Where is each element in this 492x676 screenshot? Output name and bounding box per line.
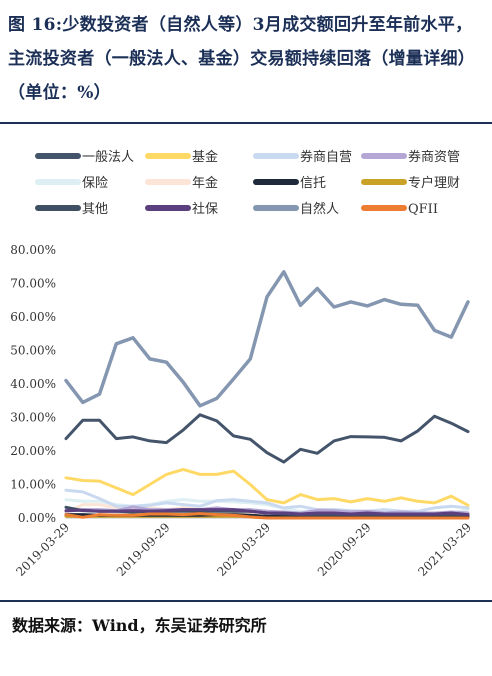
x-tick-label-0: 2019-03-29 <box>13 520 72 579</box>
legend-label-11: QFII <box>408 202 438 217</box>
legend-label-9: 社保 <box>192 201 218 217</box>
y-tick-label-8: 80.00% <box>10 243 56 257</box>
series-line-10 <box>64 270 470 408</box>
data-source: 数据来源：Wind，东吴证券研究所 <box>12 616 267 635</box>
x-tick-label-2: 2020-03-29 <box>214 520 273 579</box>
x-tick-label-4: 2021-03-29 <box>415 520 474 579</box>
legend-label-10: 自然人 <box>300 201 339 217</box>
y-tick-label-5: 50.00% <box>10 344 56 358</box>
title-rule <box>0 122 492 124</box>
y-tick-label-1: 10.00% <box>10 478 56 492</box>
y-tick-label-3: 30.00% <box>10 411 56 425</box>
legend-label-1: 基金 <box>192 149 218 165</box>
series-line-1 <box>64 467 470 507</box>
series-line-3 <box>64 505 470 515</box>
legend-label-2: 券商自营 <box>300 149 352 165</box>
legend-label-7: 专户理财 <box>408 175 460 191</box>
y-tick-label-2: 20.00% <box>10 444 56 458</box>
legend-label-3: 券商资管 <box>408 149 460 165</box>
legend-label-6: 信托 <box>300 176 326 191</box>
y-tick-label-7: 70.00% <box>10 277 56 291</box>
figure-title: 图 16:少数投资者（自然人等）3月成交额回升至年前水平，主流投资者（一般法人、… <box>8 15 476 103</box>
series-line-9 <box>64 508 470 517</box>
x-tick-label-1: 2019-09-29 <box>114 520 173 579</box>
legend-label-0: 一般法人 <box>82 149 134 165</box>
series-line-0 <box>64 413 470 464</box>
y-tick-label-0: 0.00% <box>18 511 56 525</box>
legend-label-5: 年金 <box>192 175 218 191</box>
source-rule <box>0 600 492 602</box>
series-line-11 <box>64 512 470 520</box>
legend-label-8: 其他 <box>82 202 108 217</box>
x-tick-label-3: 2020-09-29 <box>315 520 374 579</box>
legend-label-4: 保险 <box>82 176 108 191</box>
y-tick-label-4: 40.00% <box>10 377 56 391</box>
y-tick-label-6: 60.00% <box>10 310 56 324</box>
